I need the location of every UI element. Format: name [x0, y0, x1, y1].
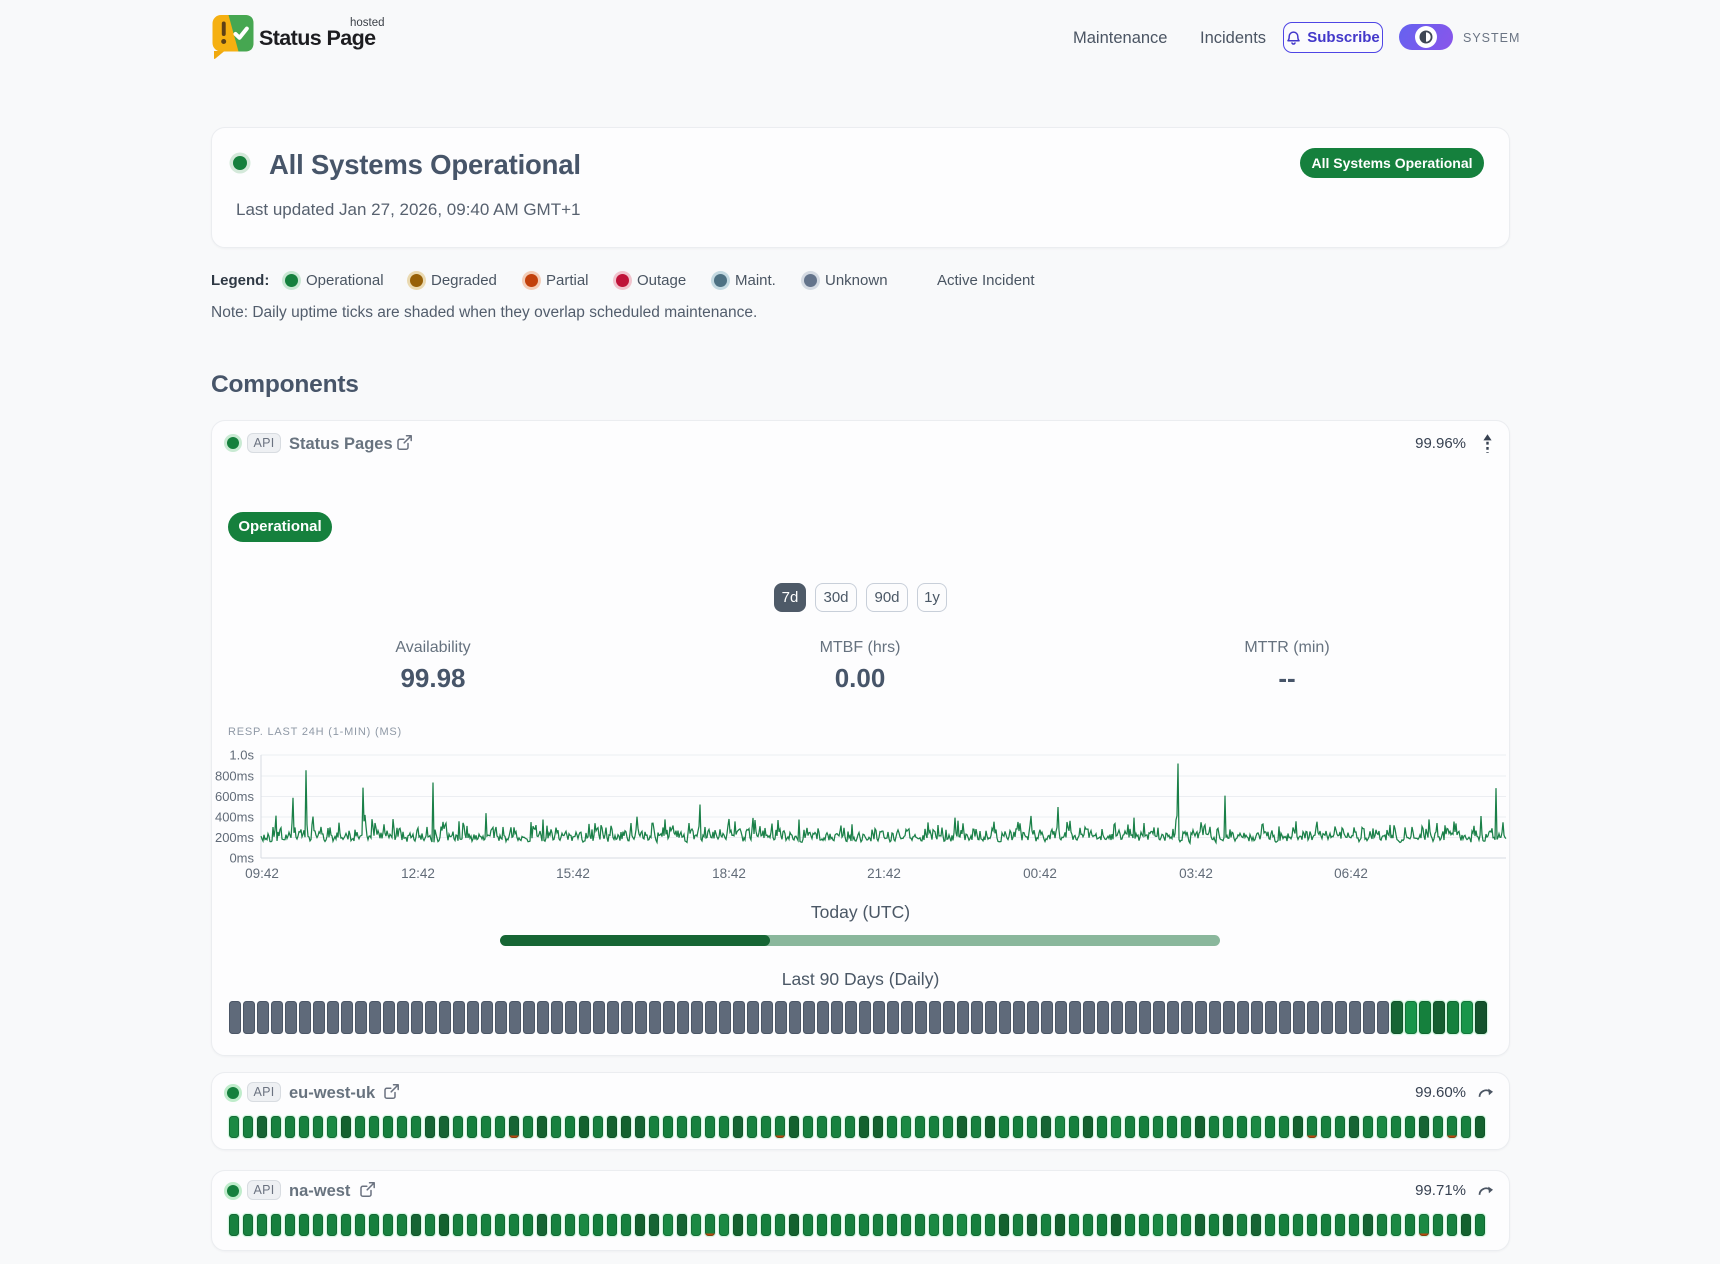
svg-text:800ms: 800ms [215, 769, 255, 784]
svg-text:12:42: 12:42 [401, 866, 435, 881]
svg-text:15:42: 15:42 [556, 866, 590, 881]
svg-text:03:42: 03:42 [1179, 866, 1213, 881]
svg-text:600ms: 600ms [215, 789, 255, 804]
svg-text:200ms: 200ms [215, 830, 255, 845]
svg-text:0ms: 0ms [229, 851, 254, 866]
svg-text:18:42: 18:42 [712, 866, 746, 881]
svg-text:400ms: 400ms [215, 810, 255, 825]
svg-text:00:42: 00:42 [1023, 866, 1057, 881]
svg-text:1.0s: 1.0s [229, 748, 254, 763]
svg-text:06:42: 06:42 [1334, 866, 1368, 881]
svg-text:21:42: 21:42 [867, 866, 901, 881]
svg-text:09:42: 09:42 [245, 866, 279, 881]
